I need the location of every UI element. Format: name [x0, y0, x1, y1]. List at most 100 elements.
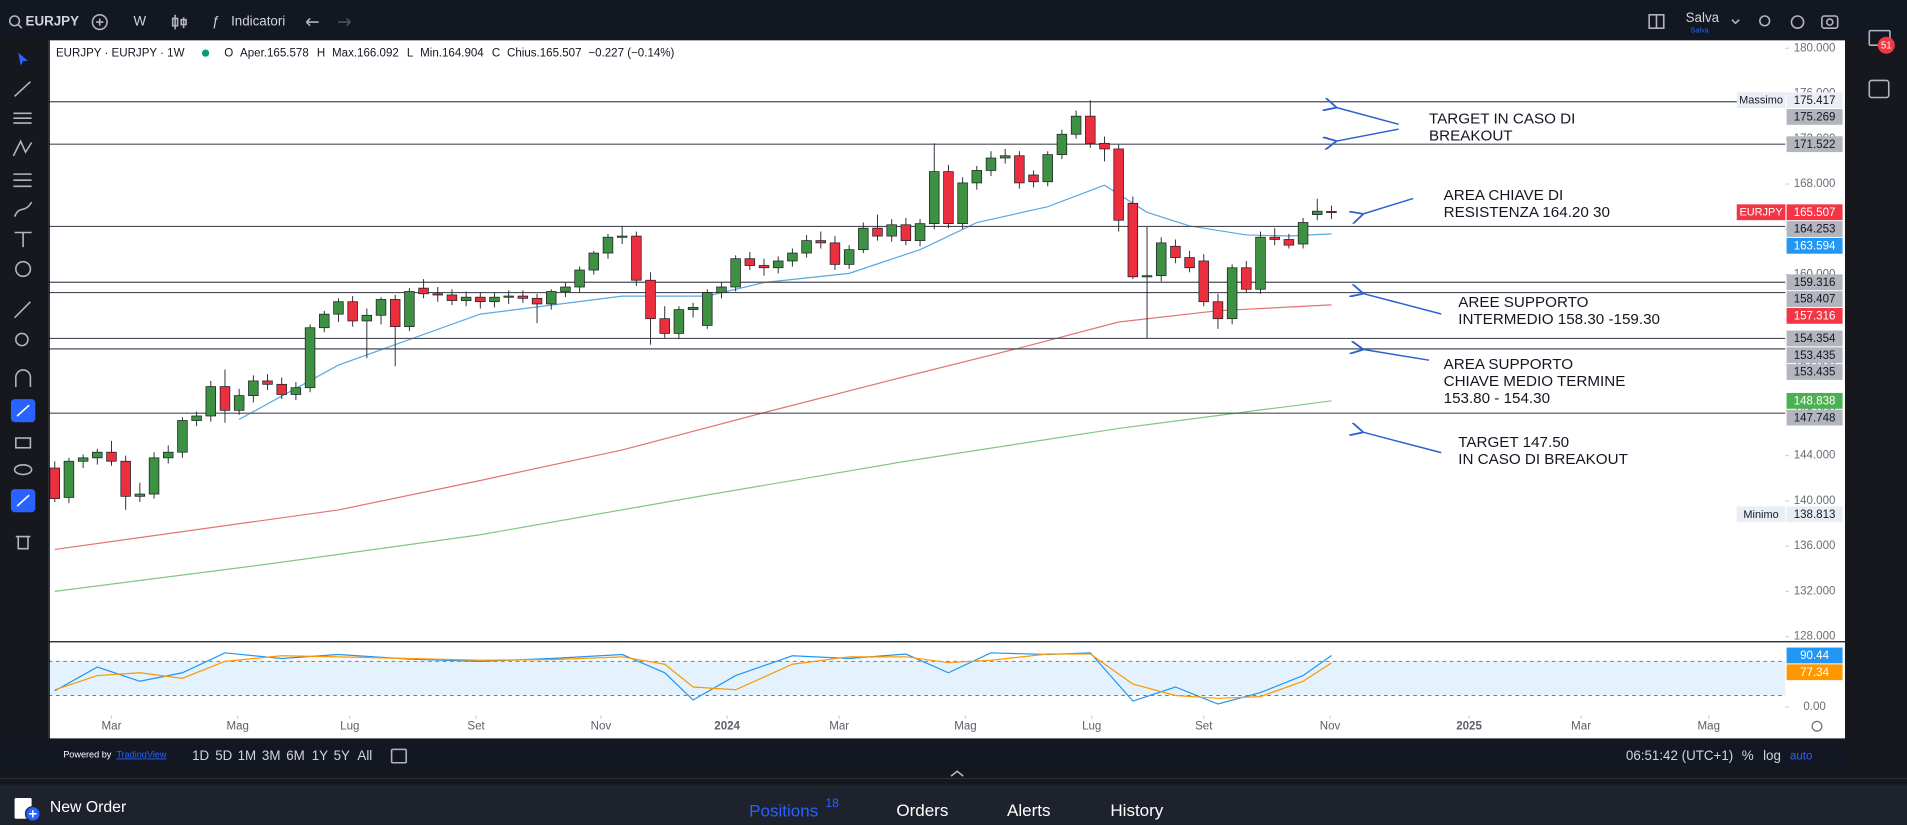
price-label	[1786, 307, 1843, 324]
hide-tool[interactable]	[13, 464, 33, 476]
annotation: TARGET 147.50	[1458, 434, 1569, 451]
chart-area	[48, 40, 1845, 739]
price-tag-text: Massimo	[1739, 95, 1783, 107]
range-button[interactable]: 1D	[192, 748, 209, 763]
lock-tool[interactable]	[15, 437, 32, 449]
log-toggle[interactable]: log	[1763, 748, 1781, 763]
price-label	[1786, 108, 1843, 125]
price-pane	[48, 100, 1786, 593]
candle-body	[702, 292, 713, 326]
auto-toggle[interactable]: auto	[1790, 751, 1812, 763]
snapshot-icon[interactable]	[1821, 15, 1839, 29]
range-button[interactable]: 1M	[238, 748, 257, 763]
range-button[interactable]: 5D	[215, 748, 232, 763]
tab-label[interactable]: Positions	[749, 801, 818, 820]
tab[interactable]: Orders	[896, 801, 948, 820]
range-button[interactable]: 6M	[286, 748, 305, 763]
candle-body	[1070, 115, 1082, 135]
delete-tool[interactable]	[15, 535, 31, 550]
new-order[interactable]: New Order	[50, 799, 126, 816]
save-menu[interactable]	[1731, 19, 1740, 25]
candle-body	[319, 313, 330, 329]
percent-toggle[interactable]: %	[1742, 748, 1754, 763]
expand-icon[interactable]	[950, 770, 964, 777]
fx-icon[interactable]: ƒ	[212, 14, 219, 29]
range-button[interactable]: All	[357, 748, 372, 763]
annotation: AREE SUPPORTO	[1458, 294, 1588, 311]
search-icon-handle	[17, 23, 23, 29]
quick-search-icon[interactable]	[1759, 15, 1771, 27]
trendline-tool[interactable]	[14, 81, 31, 97]
tab[interactable]: Alerts	[1007, 801, 1050, 820]
text-tool[interactable]	[14, 231, 32, 248]
candle-body	[971, 170, 983, 184]
tab[interactable]: History	[1110, 801, 1163, 820]
legend-high: Max.166.092	[332, 48, 399, 60]
y-tick-label: 180.000	[1794, 42, 1836, 54]
magnet-tool[interactable]	[15, 369, 32, 387]
tab-active[interactable]: Positions 18	[749, 796, 839, 820]
candle-body	[602, 236, 614, 254]
measure-tool[interactable]	[14, 301, 31, 319]
oscillator-pane	[48, 652, 1786, 705]
annotation: AREA CHIAVE DI	[1444, 187, 1564, 204]
price-label-text: 165.507	[1794, 207, 1836, 219]
range-button[interactable]: 3M	[262, 748, 281, 763]
price-tag	[1736, 506, 1786, 523]
candle-body	[929, 171, 940, 225]
candle-body	[659, 318, 670, 334]
brush-tool[interactable]	[13, 201, 33, 218]
icon-tool[interactable]	[15, 260, 32, 278]
powered-by-text: Powered by	[63, 750, 112, 760]
candle-body	[858, 227, 869, 251]
legend-open: Aper.165.578	[240, 48, 309, 60]
candle-body	[1014, 155, 1025, 184]
candle-body	[574, 269, 585, 288]
bottom-toolbar	[0, 738, 1849, 774]
candle-body	[290, 387, 302, 395]
candle-body	[219, 386, 231, 411]
oscillator-band	[48, 661, 1786, 696]
candle-body	[1198, 260, 1210, 303]
search-icon[interactable]	[8, 15, 21, 27]
range-button[interactable]: 1Y	[312, 748, 328, 763]
redo-icon[interactable]	[338, 17, 351, 27]
candle-body	[276, 383, 287, 395]
candle-body	[106, 451, 117, 462]
brand-link[interactable]: TradingView	[116, 750, 167, 760]
candle-body	[233, 395, 245, 411]
fib-tool[interactable]	[13, 112, 32, 124]
symbol[interactable]: EURJPY	[26, 14, 80, 29]
candle-body	[1226, 267, 1238, 320]
y-tick-label: 128.000	[1794, 631, 1836, 643]
save-button[interactable]: Salva	[1686, 10, 1720, 25]
interval[interactable]: W	[134, 14, 147, 29]
y-tick-label: 140.000	[1794, 495, 1836, 507]
price-label	[1786, 664, 1843, 681]
candle-body	[999, 155, 1011, 159]
forecast-tool[interactable]	[13, 173, 32, 188]
price-label-text: 148.838	[1794, 396, 1836, 408]
pattern-tool[interactable]	[12, 139, 33, 157]
chart-type-icon[interactable]	[171, 14, 187, 30]
cursor-tool[interactable]	[18, 52, 28, 66]
indicators-button[interactable]: Indicatori	[231, 14, 285, 29]
goto-date-icon[interactable]	[390, 748, 408, 764]
arrow	[1362, 293, 1442, 315]
arrow	[1362, 197, 1414, 214]
add-symbol-icon[interactable]	[91, 14, 108, 31]
candle-body	[333, 301, 344, 315]
zoom-tool[interactable]	[15, 332, 29, 347]
candle-body	[1184, 257, 1195, 269]
x-tick-label: Mar	[829, 720, 849, 732]
settings-icon[interactable]	[1790, 15, 1805, 29]
news-icon[interactable]	[1868, 79, 1890, 99]
candle-body	[475, 296, 486, 303]
notification-badge	[1877, 36, 1895, 54]
range-button[interactable]: 5Y	[334, 748, 350, 763]
powered-by: Powered by TradingView	[63, 750, 167, 760]
undo-icon[interactable]	[305, 17, 319, 27]
axis-settings[interactable]	[1811, 720, 1823, 732]
price-label-text: 159.316	[1794, 277, 1836, 289]
price-tag	[1736, 92, 1786, 109]
